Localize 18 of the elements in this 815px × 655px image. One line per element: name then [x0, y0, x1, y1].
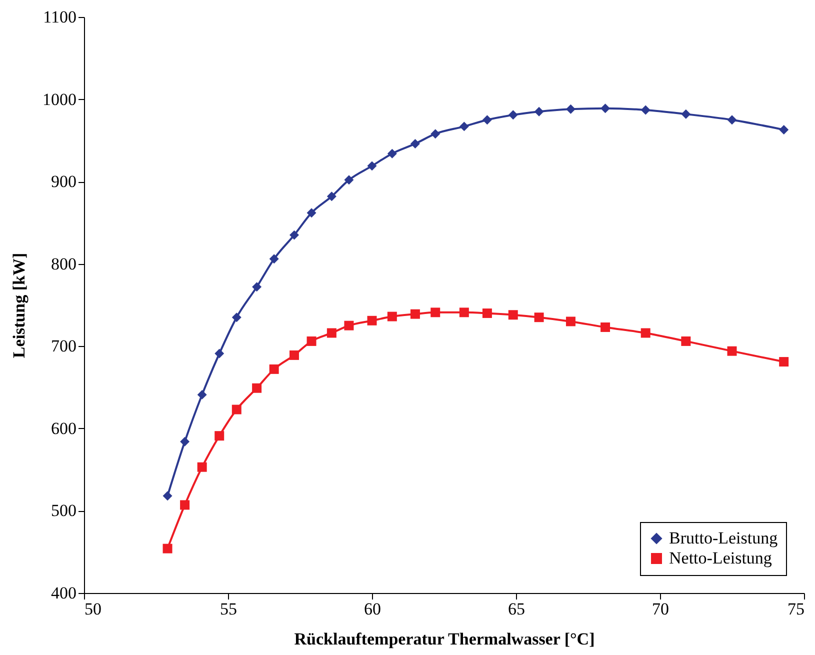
- y-tick-label: 800: [51, 254, 76, 274]
- y-tick-label: 400: [51, 584, 76, 602]
- x-axis-title: Rücklauftemperatur Thermalwasser [°C]: [294, 630, 595, 648]
- y-tick-label: 500: [51, 501, 76, 520]
- y-tick-label: 700: [51, 336, 76, 356]
- x-tick-label: 55: [220, 600, 237, 618]
- legend-label: Netto-Leistung: [669, 548, 772, 568]
- y-tick-label: 900: [51, 172, 76, 192]
- legend-label: Brutto-Leistung: [669, 528, 778, 548]
- x-tick-label: 65: [508, 600, 525, 618]
- x-tick-label: 50: [84, 600, 102, 618]
- x-tick-label: 70: [652, 600, 669, 618]
- y-tick-label: 600: [51, 418, 76, 438]
- y-tick-label: 1100: [43, 8, 76, 26]
- y-axis-title: Leistung [kW]: [10, 252, 28, 358]
- y-tick-label: 1000: [42, 90, 76, 109]
- x-tick-label: 60: [364, 600, 381, 618]
- x-tick-label: 75: [788, 600, 804, 618]
